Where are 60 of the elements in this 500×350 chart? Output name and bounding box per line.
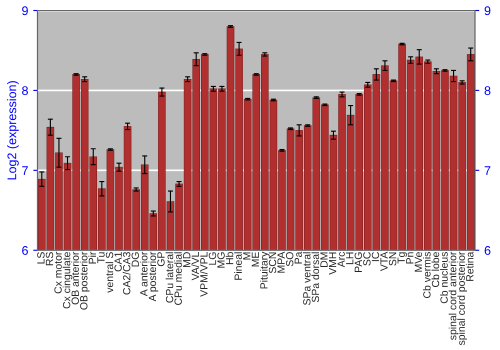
x-tick-label: ventral S <box>106 252 114 293</box>
y2-tick-label: 8 <box>484 86 490 96</box>
x-tick-label: Pineal <box>234 252 242 280</box>
x-tick-label: A anterior <box>140 252 148 296</box>
x-tick-label: PAG <box>354 252 362 272</box>
x-tick-label: Arc <box>338 252 345 268</box>
y2-tick-label: 7 <box>484 166 490 175</box>
x-tick-label: MVe <box>414 252 422 272</box>
y2-tick-label: 6 <box>484 246 490 255</box>
x-tick-label: LS <box>37 252 45 264</box>
x-tick-label: CA1 <box>114 252 122 272</box>
x-tick-label: LH <box>346 252 354 264</box>
x-tick-label: Cb nucleus <box>440 252 448 304</box>
x-tick-label: Pituitary <box>260 252 270 288</box>
x-tick-label: SCN <box>268 252 276 274</box>
x-tick-label: Tu <box>97 252 105 264</box>
x-tick-label: VMH <box>328 252 336 275</box>
x-tick-label: CA2/CA3 <box>122 252 130 295</box>
x-tick-label: Pir <box>88 252 96 264</box>
y-axis-title: Log2 (expression) <box>7 81 19 180</box>
x-tick-label: VA/VL <box>191 252 199 280</box>
x-tick-label: spinal cord posterior <box>457 252 467 346</box>
x-tick-label: SO <box>286 252 294 266</box>
x-tick-label: Cx motor <box>54 252 62 294</box>
x-tick-label: Hb <box>226 252 234 264</box>
x-tick-label: Retina <box>466 252 474 281</box>
x-tick-label: CPu lateral <box>166 252 174 303</box>
x-tick-label: DG <box>132 252 139 266</box>
x-tick-label: ME <box>252 252 259 266</box>
x-tick-label: VTA <box>380 252 388 272</box>
x-tick-label: MPA <box>278 252 285 273</box>
y-tick-label: 6 <box>22 246 28 255</box>
y2-tick-label: 9 <box>484 6 490 16</box>
x-tick-label: SPa dorsal <box>311 252 320 302</box>
x-tick-label: Pa <box>294 252 302 264</box>
x-tick-label: A posterior <box>148 252 158 302</box>
y-tick-label: 7 <box>22 166 28 175</box>
x-tick-label: SC <box>363 252 371 266</box>
x-tick-label: SPa ventral <box>302 252 311 306</box>
x-tick-label: Tg <box>398 252 407 264</box>
x-tick-label: SN <box>388 252 396 266</box>
x-tick-label: M <box>243 252 250 260</box>
x-tick-label: RS <box>46 252 54 266</box>
x-tick-label: OB posterior <box>80 252 90 310</box>
x-tick-label: GP <box>157 252 165 266</box>
x-tick-label: Cb lobe <box>432 252 440 288</box>
y-tick-label: 9 <box>22 6 28 16</box>
x-tick-label: Cx cingulate <box>62 252 72 308</box>
x-tick-label: OB anterior <box>71 252 79 304</box>
x-tick-label: MG <box>217 252 225 268</box>
x-tick-label: Pn <box>406 252 414 264</box>
x-tick-label: CPu medial <box>174 252 182 305</box>
y-tick-label: 8 <box>22 86 28 96</box>
x-tick-label: spinal cord anterior <box>448 252 458 340</box>
x-tick-label: DM <box>320 252 328 267</box>
x-tick-label: MD <box>183 252 190 267</box>
x-tick-label: LG <box>208 252 216 265</box>
x-tick-label: Cb vermis <box>422 252 431 298</box>
x-tick-label: VPM/VPL <box>200 252 208 297</box>
x-tick-label: IC <box>372 252 380 262</box>
